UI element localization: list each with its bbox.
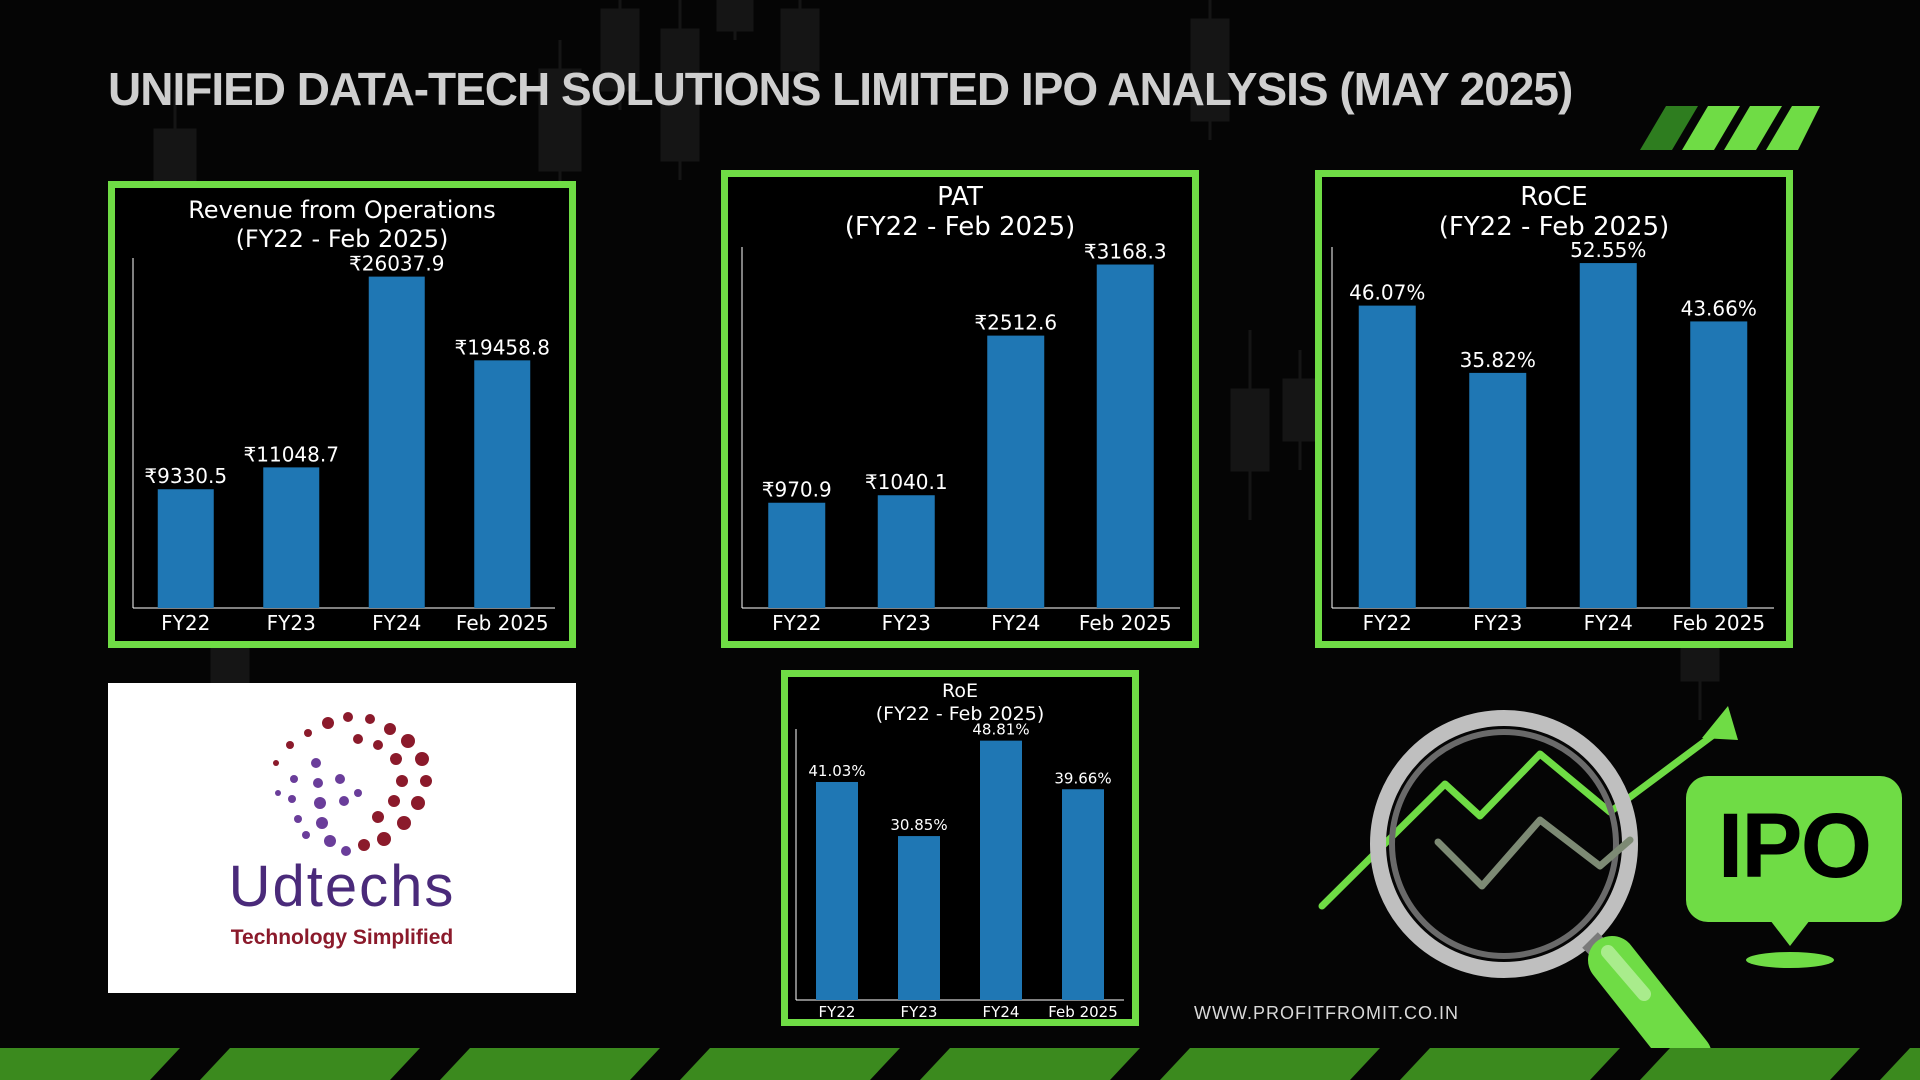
bar [157, 489, 214, 608]
magnifier-icon [1318, 706, 1738, 1080]
data-label: 39.66% [1054, 769, 1111, 787]
chart-title: RoE [942, 680, 978, 702]
bar [263, 467, 320, 608]
x-tick-label: FY22 [161, 611, 210, 635]
x-tick-label: FY24 [1584, 611, 1633, 635]
roe-chart: RoE(FY22 - Feb 2025) 41.03% FY22 30.85% FY23… [795, 680, 1124, 1019]
data-label: 52.55% [1570, 238, 1646, 262]
bar [816, 781, 858, 1000]
logo-wordmark: Udtechs [228, 854, 456, 919]
chart-title: PAT [937, 182, 983, 212]
data-label: ₹9330.5 [144, 464, 227, 488]
revenue-chart-panel: Revenue from Operations (FY22 - Feb 2025)… [108, 181, 576, 648]
x-tick-label: Feb 2025 [1079, 611, 1172, 635]
pat-chart: PAT(FY22 - Feb 2025) ₹970.9 FY22 ₹1040.1 FY2… [741, 182, 1180, 635]
page-title: UNIFIED DATA-TECH SOLUTIONS LIMITED IPO … [108, 63, 1573, 115]
x-tick-label: FY22 [819, 1003, 856, 1019]
logo-dots-icon [273, 712, 432, 856]
x-tick-label: FY23 [901, 1003, 938, 1019]
bar [980, 740, 1022, 1000]
bar [1358, 305, 1416, 608]
roe-chart-panel: RoE (FY22 - Feb 2025) 41.03% FY22 30.85% FY23… [781, 670, 1139, 1026]
ipo-badge: IPO [1686, 776, 1902, 922]
data-label: 48.81% [972, 721, 1029, 739]
data-label: ₹26037.9 [349, 252, 444, 276]
x-tick-label: FY24 [991, 611, 1040, 635]
bar [898, 836, 940, 1000]
data-label: ₹2512.6 [974, 311, 1057, 335]
x-tick-label: FY24 [372, 611, 421, 635]
x-tick-label: Feb 2025 [1048, 1003, 1118, 1019]
x-tick-label: Feb 2025 [1672, 611, 1765, 635]
bar [987, 335, 1045, 608]
data-label: ₹11048.7 [244, 442, 339, 466]
data-label: ₹3168.3 [1084, 240, 1167, 264]
pat-chart-panel: PAT (FY22 - Feb 2025) ₹970.9 FY22 ₹1040.1 FY2… [721, 170, 1199, 648]
bottom-stripe-band [0, 1048, 1920, 1080]
chart-subtitle: (FY22 - Feb 2025) [876, 703, 1045, 725]
x-tick-label: FY23 [882, 611, 931, 635]
data-label: 30.85% [890, 816, 947, 834]
data-label: 46.07% [1349, 281, 1425, 305]
chart-title: Revenue from Operations [188, 196, 496, 224]
x-tick-label: FY23 [1473, 611, 1522, 635]
bar [1690, 321, 1748, 608]
chart-subtitle: (FY22 - Feb 2025) [845, 212, 1076, 242]
data-label: ₹19458.8 [455, 335, 550, 359]
decorative-stripes [1640, 106, 1820, 150]
ipo-badge-label: IPO [1717, 795, 1872, 897]
data-label: ₹1040.1 [865, 470, 948, 494]
bar [1579, 263, 1637, 608]
bar [877, 495, 935, 608]
x-tick-label: FY24 [983, 1003, 1020, 1019]
x-tick-label: FY22 [772, 611, 821, 635]
data-label: ₹970.9 [762, 478, 832, 502]
chart-subtitle: (FY22 - Feb 2025) [236, 225, 449, 253]
company-logo: Udtechs Technology Simplified [108, 683, 576, 993]
bar [368, 276, 425, 608]
data-label: 41.03% [808, 762, 865, 780]
bar [474, 360, 531, 608]
x-tick-label: FY22 [1363, 611, 1412, 635]
location-pin-icon [1746, 920, 1834, 968]
roce-chart-panel: RoCE (FY22 - Feb 2025) 46.07% FY22 35.82% FY2… [1315, 170, 1793, 648]
website-url[interactable]: WWW.PROFITFROMIT.CO.IN [1194, 1003, 1459, 1023]
bar [1469, 372, 1527, 608]
bar [1096, 264, 1154, 608]
revenue-chart: Revenue from Operations(FY22 - Feb 2025)… [132, 196, 555, 635]
x-tick-label: Feb 2025 [456, 611, 549, 635]
bar [1062, 789, 1104, 1000]
data-label: 43.66% [1681, 296, 1757, 320]
bar [768, 502, 826, 608]
chart-subtitle: (FY22 - Feb 2025) [1439, 212, 1670, 242]
logo-tagline: Technology Simplified [230, 926, 454, 949]
x-tick-label: FY23 [267, 611, 316, 635]
roce-chart: RoCE(FY22 - Feb 2025) 46.07% FY22 35.82% FY2… [1331, 182, 1774, 635]
data-label: 35.82% [1460, 348, 1536, 372]
chart-title: RoCE [1520, 182, 1587, 212]
